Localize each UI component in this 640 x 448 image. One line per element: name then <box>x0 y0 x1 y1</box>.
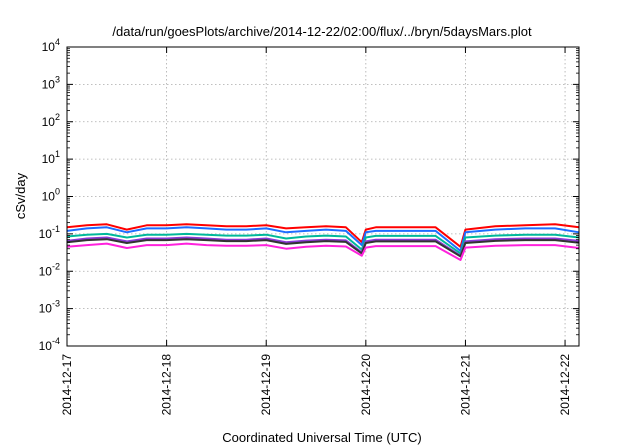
grid-lines <box>67 47 579 346</box>
y-tick-label: 102 <box>42 112 60 129</box>
series-line-6 <box>66 242 580 261</box>
y-tick-label: 10-2 <box>39 261 60 278</box>
series-line-3 <box>66 232 580 255</box>
x-tick-label: 2014-12-22 <box>558 354 572 416</box>
y-tick-label: 104 <box>42 37 60 54</box>
y-tick-label: 10-4 <box>39 336 60 353</box>
series-line-2 <box>66 226 580 252</box>
chart-title: /data/run/goesPlots/archive/2014-12-22/0… <box>112 24 532 39</box>
x-axis: 2014-12-17 2014-12-18 2014-12-19 2014-12-20… <box>60 47 572 415</box>
y-tick-label: 101 <box>42 149 60 166</box>
y-tick-label: 100 <box>42 187 60 204</box>
x-tick-label: 2014-12-17 <box>60 354 74 416</box>
x-tick-label: 2014-12-21 <box>458 354 472 416</box>
x-tick-label: 2014-12-20 <box>359 354 373 416</box>
series-group <box>66 223 580 261</box>
x-axis-label: Coordinated Universal Time (UTC) <box>222 430 421 445</box>
x-tick-label: 2014-12-19 <box>259 354 273 416</box>
y-tick-label: 103 <box>42 74 60 91</box>
x-tick-label: 2014-12-18 <box>160 354 174 416</box>
y-axis: 10-4 10-3 10-2 10-1 100 101 102 103 104 <box>39 37 579 353</box>
y-tick-label: 10-1 <box>39 224 60 241</box>
y-tick-label: 10-3 <box>39 299 60 316</box>
y-axis-label: cSv/day <box>13 172 28 219</box>
series-line-5 <box>66 238 580 258</box>
